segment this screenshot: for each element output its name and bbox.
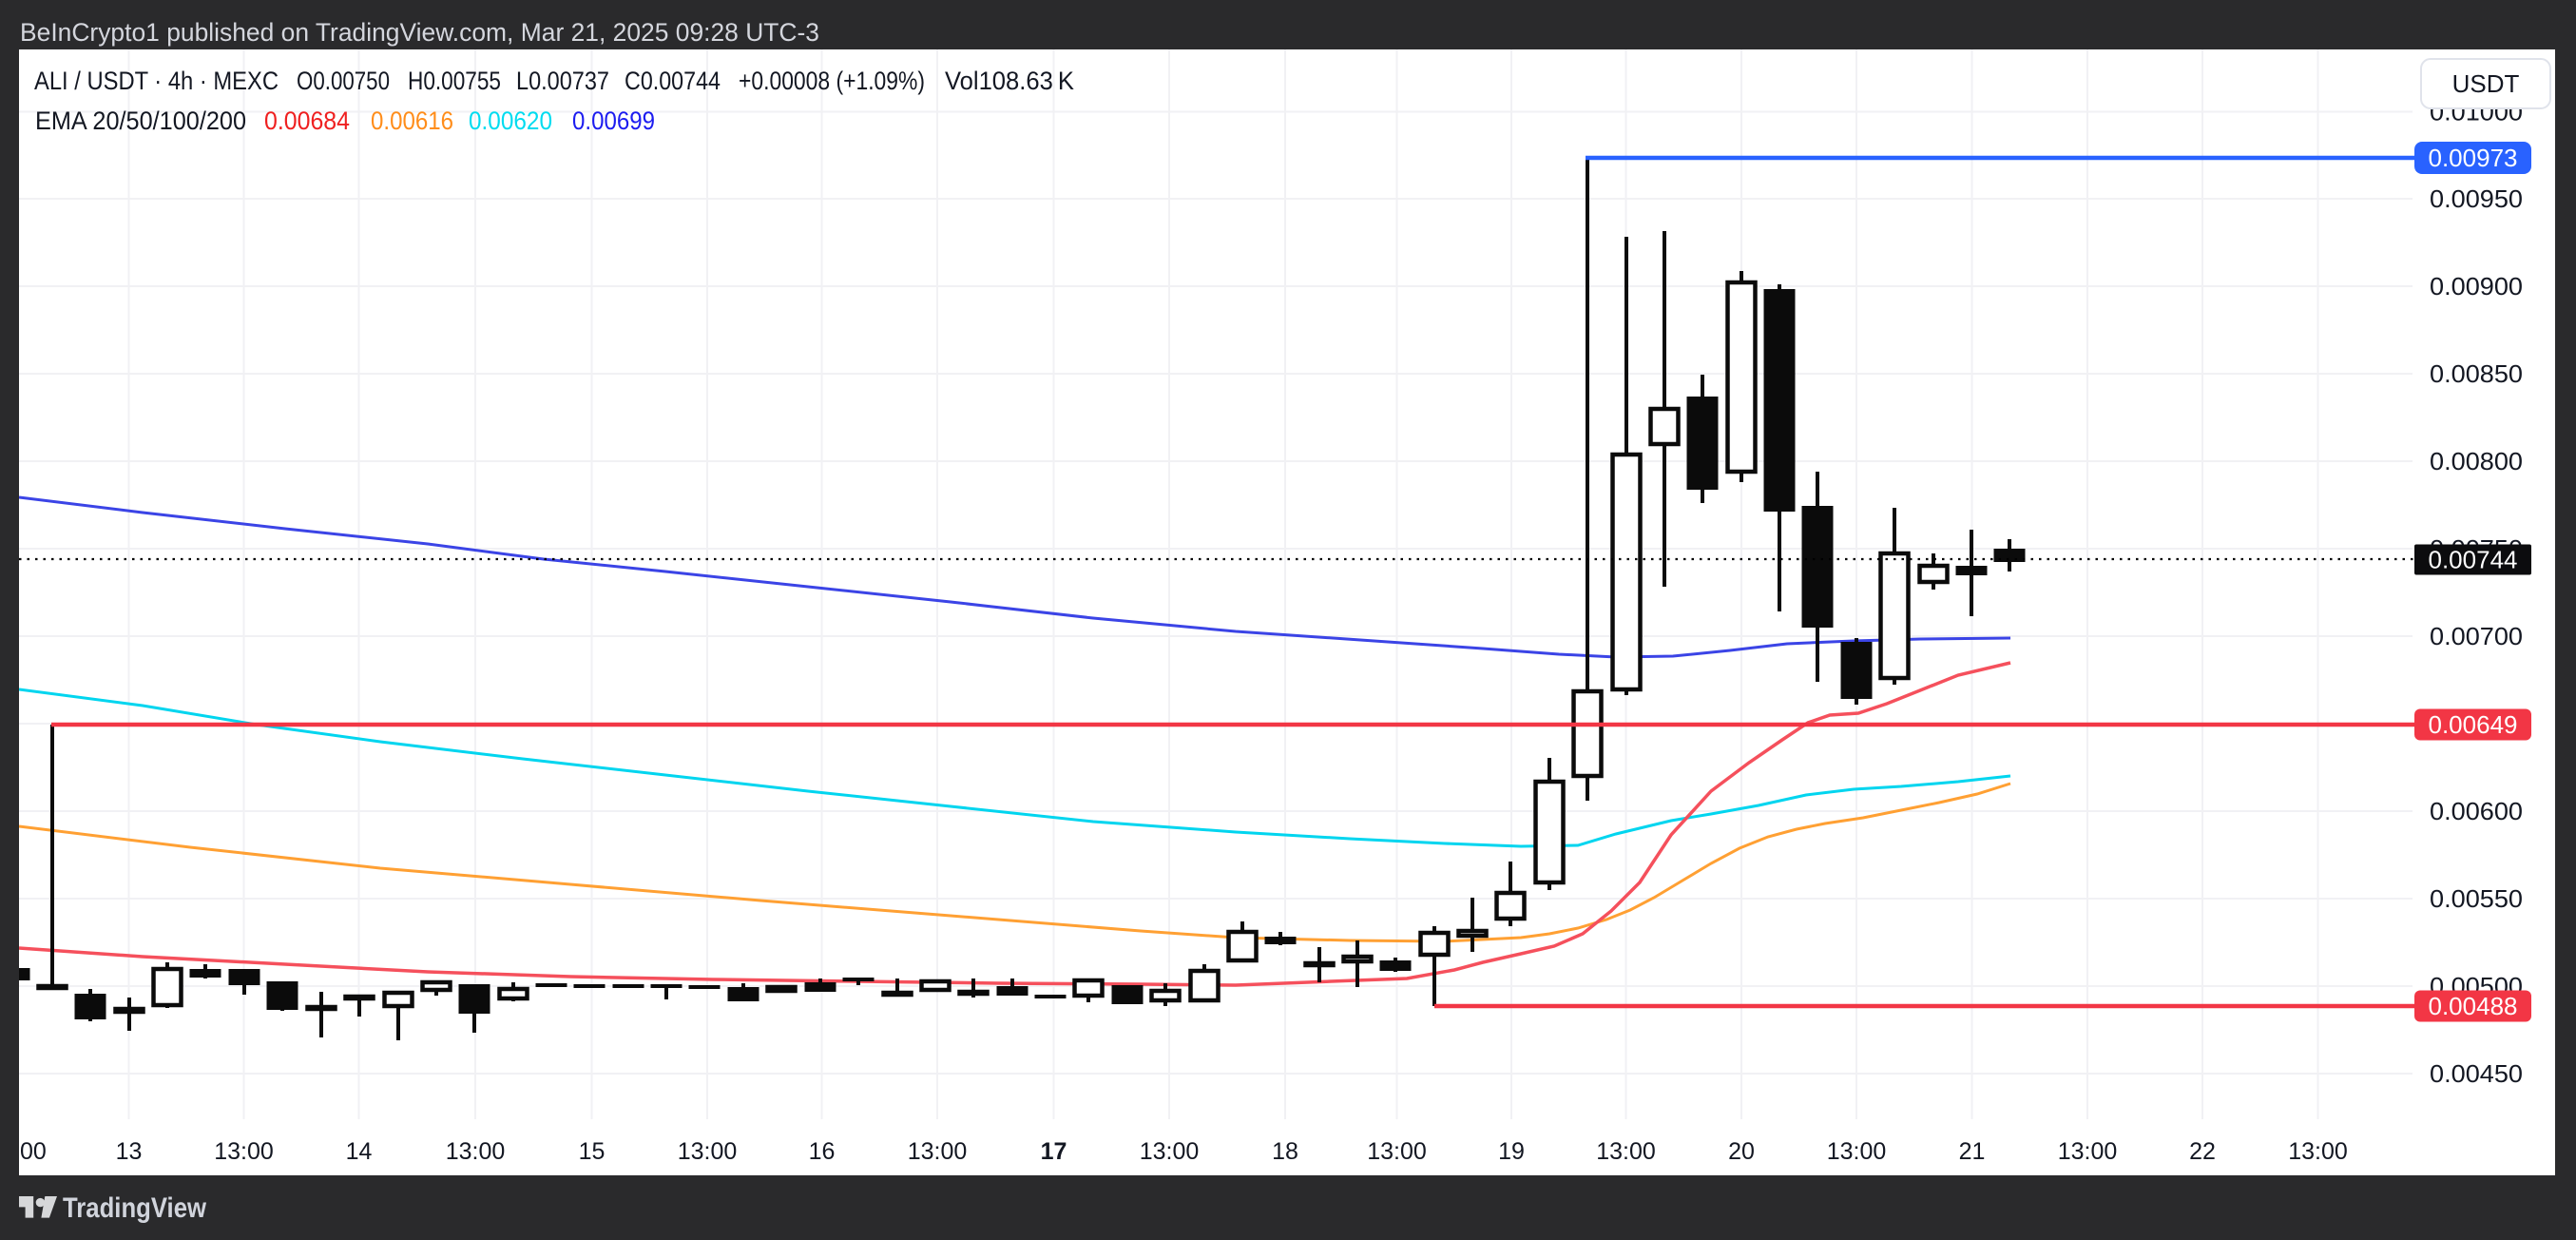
svg-text:13: 13 <box>116 1138 143 1165</box>
svg-text:0.00850: 0.00850 <box>2430 359 2523 388</box>
svg-text:0.00649: 0.00649 <box>2429 710 2518 739</box>
svg-text:Vol108.63 K: Vol108.63 K <box>945 67 1074 95</box>
svg-text:15: 15 <box>579 1138 606 1165</box>
svg-text:19: 19 <box>1498 1138 1525 1165</box>
svg-text:+0.00008 (+1.09%): +0.00008 (+1.09%) <box>739 67 925 95</box>
svg-text:0.00684: 0.00684 <box>264 107 350 135</box>
svg-text:0.00699: 0.00699 <box>572 107 655 135</box>
svg-text:0.00600: 0.00600 <box>2430 797 2523 825</box>
svg-text:0.00744: 0.00744 <box>2429 546 2518 574</box>
svg-text:13:00: 13:00 <box>446 1138 506 1165</box>
svg-text:17: 17 <box>1041 1138 1067 1165</box>
svg-text:L0.00737: L0.00737 <box>516 67 609 95</box>
svg-text:13:00: 13:00 <box>2288 1138 2348 1165</box>
svg-text:13:00: 13:00 <box>1140 1138 1200 1165</box>
svg-text:BeInCrypto1 published on Tradi: BeInCrypto1 published on TradingView.com… <box>20 18 819 47</box>
svg-text:00: 00 <box>20 1138 47 1165</box>
svg-text:20: 20 <box>1728 1138 1755 1165</box>
svg-text:13:00: 13:00 <box>678 1138 738 1165</box>
svg-text:13:00: 13:00 <box>2058 1138 2118 1165</box>
svg-text:22: 22 <box>2189 1138 2216 1165</box>
svg-text:O0.00750: O0.00750 <box>297 67 390 95</box>
svg-text:13:00: 13:00 <box>908 1138 968 1165</box>
svg-text:0.00488: 0.00488 <box>2429 992 2518 1020</box>
svg-text:0.00900: 0.00900 <box>2430 272 2523 300</box>
svg-text:16: 16 <box>809 1138 836 1165</box>
svg-text:C0.00744: C0.00744 <box>625 67 721 95</box>
svg-text:H0.00755: H0.00755 <box>408 67 501 95</box>
svg-text:0.00700: 0.00700 <box>2430 622 2523 650</box>
svg-text:TradingView: TradingView <box>63 1192 207 1224</box>
svg-text:ALI / USDT · 4h · MEXC: ALI / USDT · 4h · MEXC <box>34 67 279 95</box>
svg-text:0.00450: 0.00450 <box>2430 1059 2523 1088</box>
svg-text:13:00: 13:00 <box>214 1138 274 1165</box>
svg-text:0.00800: 0.00800 <box>2430 447 2523 475</box>
svg-text:0.00973: 0.00973 <box>2429 144 2518 172</box>
svg-text:USDT: USDT <box>2452 69 2520 98</box>
svg-text:13:00: 13:00 <box>1367 1138 1427 1165</box>
svg-text:13:00: 13:00 <box>1827 1138 1887 1165</box>
svg-text:0.00620: 0.00620 <box>469 107 552 135</box>
svg-text:0.00950: 0.00950 <box>2430 184 2523 213</box>
svg-text:13:00: 13:00 <box>1596 1138 1656 1165</box>
svg-text:0.00550: 0.00550 <box>2430 884 2523 913</box>
svg-text:0.00616: 0.00616 <box>371 107 453 135</box>
svg-text:18: 18 <box>1272 1138 1298 1165</box>
svg-text:21: 21 <box>1959 1138 1986 1165</box>
svg-text:EMA 20/50/100/200: EMA 20/50/100/200 <box>35 107 246 135</box>
svg-text:14: 14 <box>346 1138 373 1165</box>
